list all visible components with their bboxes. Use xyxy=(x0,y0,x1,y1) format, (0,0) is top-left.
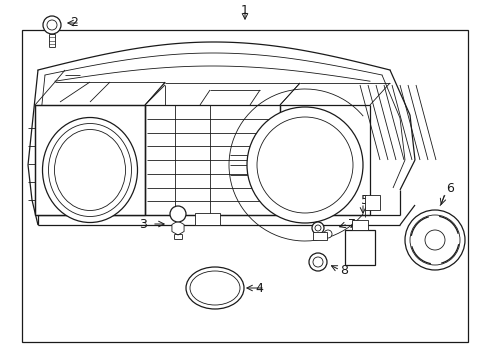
Bar xyxy=(313,232,327,240)
Circle shape xyxy=(247,107,363,223)
Circle shape xyxy=(170,206,186,222)
Circle shape xyxy=(315,225,321,231)
Circle shape xyxy=(312,222,324,234)
Ellipse shape xyxy=(186,267,244,309)
Text: 8: 8 xyxy=(340,264,348,276)
Circle shape xyxy=(405,210,465,270)
Text: 4: 4 xyxy=(255,282,263,294)
Polygon shape xyxy=(35,105,145,215)
Circle shape xyxy=(410,215,460,265)
Text: 3: 3 xyxy=(139,217,147,230)
Text: 2: 2 xyxy=(70,17,78,30)
Circle shape xyxy=(313,257,323,267)
Circle shape xyxy=(425,230,445,250)
Bar xyxy=(22,30,468,342)
Circle shape xyxy=(47,20,57,30)
Text: 7: 7 xyxy=(348,217,356,230)
Bar xyxy=(365,195,380,210)
Polygon shape xyxy=(172,221,184,235)
Circle shape xyxy=(324,230,332,238)
Bar xyxy=(195,213,220,225)
Circle shape xyxy=(257,117,353,213)
Circle shape xyxy=(309,253,327,271)
Text: 6: 6 xyxy=(446,181,454,194)
Ellipse shape xyxy=(54,130,125,211)
Bar xyxy=(352,220,368,230)
Text: 1: 1 xyxy=(241,4,249,17)
Ellipse shape xyxy=(49,123,131,216)
Bar xyxy=(345,230,375,265)
Text: 5: 5 xyxy=(361,194,369,207)
Ellipse shape xyxy=(190,271,240,305)
Ellipse shape xyxy=(43,117,138,222)
Circle shape xyxy=(43,16,61,34)
